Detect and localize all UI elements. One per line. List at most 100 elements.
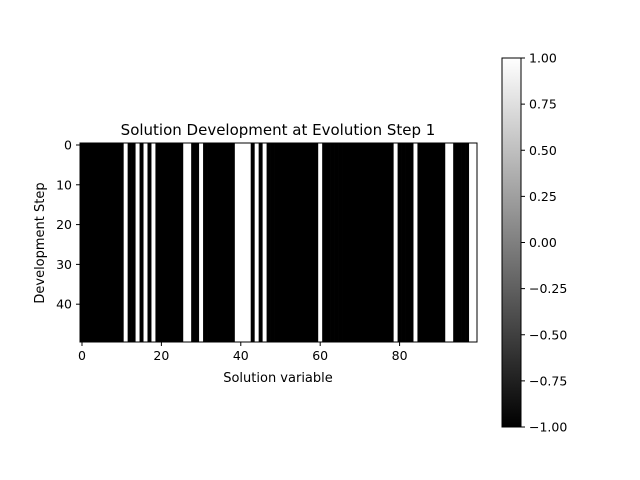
heatmap-column [127,143,132,342]
colorbar-tick-label: −0.25 [529,281,567,296]
heatmap-column [461,143,466,342]
x-axis-label: Solution variable [223,371,333,386]
y-axis-ticks: 0 10 20 30 40 [56,137,80,312]
heatmap-column [119,143,125,342]
heatmap-column [163,143,168,342]
heatmap-column [159,143,164,342]
heatmap-column [139,143,144,342]
heatmap-column [314,143,319,342]
heatmap-column [302,143,307,342]
heatmap-column [318,143,323,342]
heatmap-column [457,143,462,342]
heatmap-column [417,143,422,342]
heatmap-column [222,143,228,342]
heatmap-column [401,143,406,342]
heatmap-column [107,143,113,342]
heatmap-column [250,143,256,342]
heatmap-column [310,143,315,342]
heatmap-column [242,143,248,342]
heatmap-column [413,143,418,342]
heatmap-column [167,143,172,342]
chart-title: Solution Development at Evolution Step 1 [121,121,436,139]
heatmap-column [357,143,363,342]
heatmap-column [393,143,398,342]
heatmap-column [445,143,450,342]
heatmap-column [131,143,136,342]
heatmap-column [183,143,188,342]
heatmap-column [135,143,140,342]
y-tick-label: 10 [56,177,72,192]
heatmap-column [234,143,240,342]
heatmap-column [95,143,101,342]
heatmap-column [199,143,204,342]
heatmap-column [262,143,267,342]
heatmap-column [211,143,216,342]
heatmap-column [203,143,208,342]
heatmap-column [207,143,212,342]
heatmap-column [187,143,192,342]
heatmap-column [353,143,359,342]
heatmap-column [143,143,148,342]
y-tick-label: 0 [64,137,72,152]
y-axis-label: Development Step [33,182,48,303]
heatmap-column [441,143,446,342]
colorbar [501,57,522,428]
heatmap-column [258,143,263,342]
heatmap-column [115,143,121,342]
heatmap-column [91,143,97,342]
x-tick-label: 40 [233,348,249,363]
colorbar-ticks: 1.00 0.75 0.50 0.25 0.00 −0.25 −0.50 −0.75 −1.00 [521,51,567,435]
heatmap-column [405,143,410,342]
heatmap-column [449,143,454,342]
colorbar-tick-label: 1.00 [529,51,557,66]
heatmap-column [270,143,275,342]
colorbar-tick-label: 0.75 [529,97,557,112]
heatmap-column [385,143,391,342]
colorbar-tick-label: 0.00 [529,235,557,250]
heatmap-column [342,143,347,342]
heatmap-column [83,143,89,342]
heatmap-column [373,143,379,342]
heatmap-column [421,143,426,342]
heatmap-column [294,143,299,342]
heatmap-column [369,143,375,342]
heatmap-column [437,143,442,342]
heatmap-column [409,143,414,342]
heatmap-column [381,143,387,342]
heatmap-column [230,143,236,342]
heatmap-column [365,143,371,342]
heatmap-column [465,143,470,342]
heatmap-column [345,143,351,342]
heatmap-column [282,143,287,342]
heatmap-column [429,143,434,342]
heatmap-column [349,143,355,342]
heatmap-column [473,143,478,342]
x-axis-ticks: 0 20 40 60 80 [78,342,408,363]
heatmap-column [361,143,367,342]
heatmap-column [238,143,244,342]
heatmap-column [330,143,335,342]
heatmap-column [175,143,180,342]
heatmap-column [298,143,303,342]
heatmap-column [397,143,402,342]
plot-frame [79,142,478,343]
heatmap-column [195,143,200,342]
heatmap-column [246,143,252,342]
x-tick-label: 60 [312,348,328,363]
heatmap-column [433,143,438,342]
heatmap-column [179,143,184,342]
heatmap-column [191,143,196,342]
colorbar-tick-label: −1.00 [529,420,567,435]
heatmap-column [266,143,271,342]
heatmap-column [338,143,343,342]
heatmap-column [111,143,117,342]
heatmap-column [326,143,331,342]
x-tick-label: 0 [78,348,86,363]
heatmap-column [123,143,128,342]
heatmap-column [151,143,156,342]
heatmap-column [80,143,85,342]
heatmap-column [274,143,279,342]
heatmap-column [453,143,458,342]
heatmap-column [278,143,283,342]
